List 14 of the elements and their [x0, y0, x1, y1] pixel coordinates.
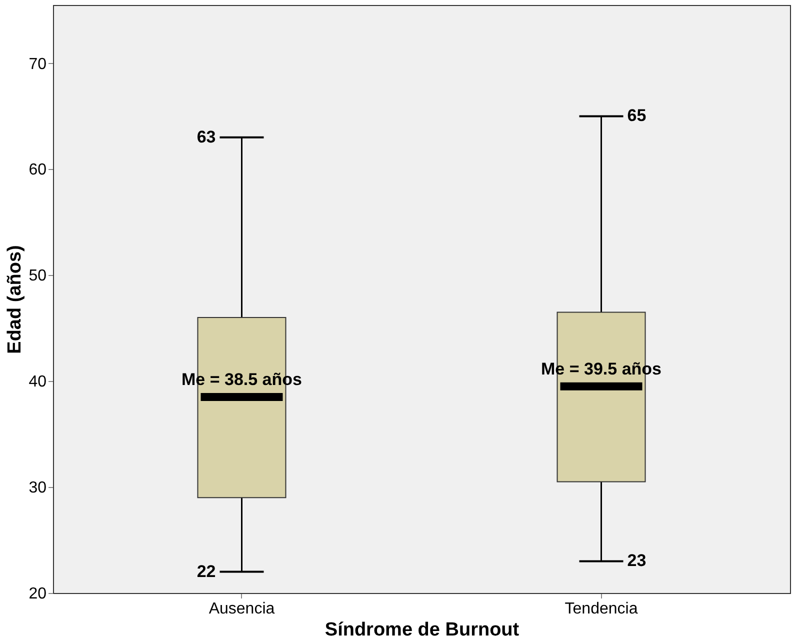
annotation: 65: [627, 106, 646, 126]
x-tick-label: Tendencia: [564, 600, 638, 618]
annotation: 63: [196, 127, 216, 146]
x-axis-title: Síndrome de Burnout: [324, 620, 520, 640]
y-tick-label: 30: [28, 480, 47, 497]
annotation: 22: [196, 562, 216, 581]
y-tick-label: 70: [28, 56, 47, 73]
y-tick-label: 20: [28, 586, 47, 602]
y-tick-label: 50: [28, 268, 47, 285]
y-tick-label: 60: [28, 162, 47, 179]
y-axis-title: Edad (años): [4, 245, 26, 354]
y-tick-label: 40: [28, 374, 47, 391]
x-tick-label: Ausencia: [208, 600, 275, 618]
annotation: 23: [627, 551, 646, 570]
